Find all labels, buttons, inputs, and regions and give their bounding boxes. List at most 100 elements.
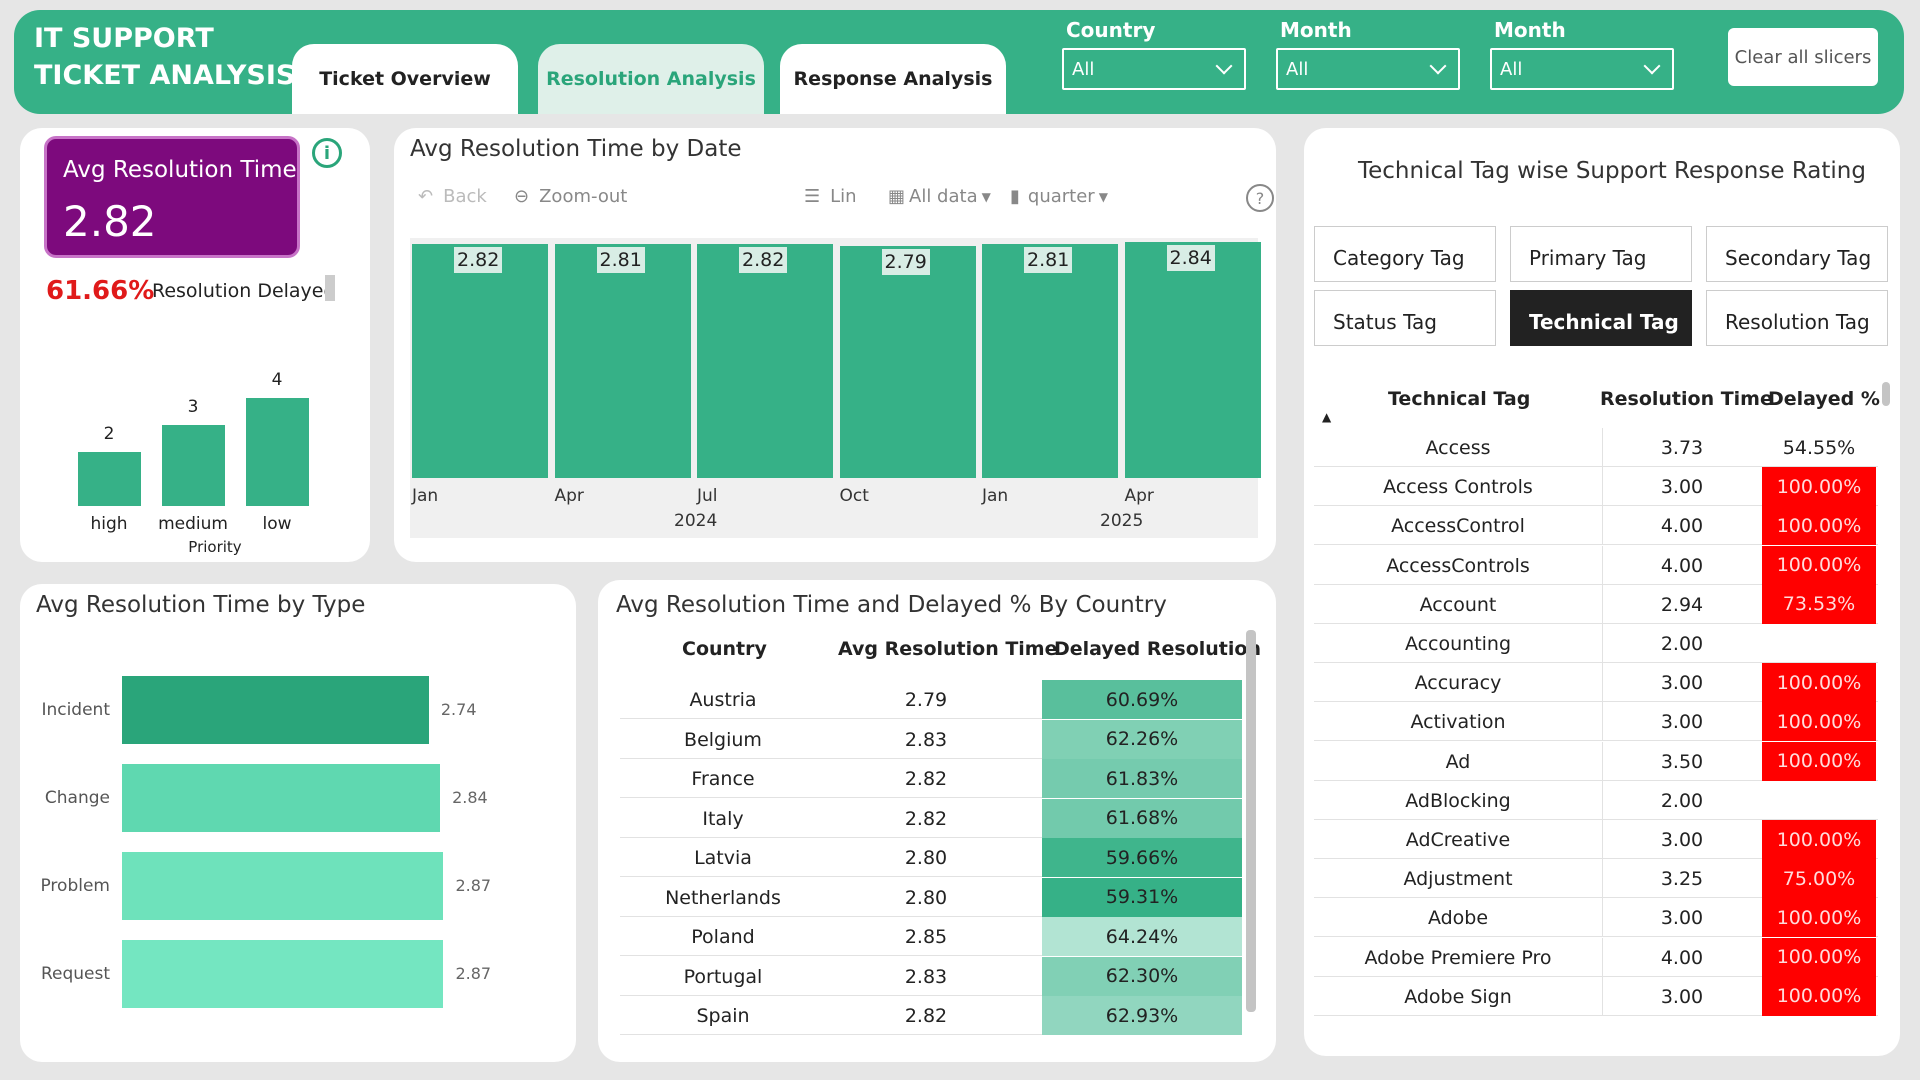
delayed-resolution-cell: 62.26% [1042, 719, 1242, 759]
delayed-pct-cell: 75.00% [1762, 859, 1876, 899]
avg-resolution-cell: 2.83 [904, 965, 948, 988]
country-table-scrollbar[interactable] [1246, 630, 1256, 1012]
table-row[interactable]: France 2.82 61.83% [620, 759, 1242, 798]
table-row[interactable]: AdCreative 3.00 100.00% [1314, 820, 1878, 859]
date-tick-label: Jan [982, 486, 1009, 506]
table-row[interactable]: AdBlocking 2.00 [1314, 780, 1878, 820]
table-row[interactable]: Latvia 2.80 59.66% [620, 838, 1242, 877]
table-row[interactable]: Adobe Premiere Pro 4.00 100.00% [1314, 937, 1878, 977]
table-row[interactable]: Access 3.73 54.55% [1314, 428, 1878, 467]
date-bar[interactable] [554, 244, 691, 478]
date-bar[interactable] [697, 243, 833, 478]
info-icon[interactable]: i [312, 138, 342, 168]
priority-bar[interactable] [246, 398, 309, 506]
sort-ascending-icon[interactable]: ▲ [1322, 410, 1332, 424]
col-header-avg-resolution[interactable]: Avg Resolution Time [838, 638, 1058, 660]
back-icon: ↶ [418, 186, 434, 207]
date-bar-value-label: 2.84 [1166, 245, 1215, 271]
delayed-pct-cell: 100.00% [1762, 898, 1876, 938]
column-divider [1602, 467, 1603, 507]
tab-response-analysis[interactable]: Response Analysis [780, 44, 1006, 114]
table-row[interactable]: Portugal 2.83 62.30% [620, 956, 1242, 996]
back-button[interactable]: ↶ Back [418, 186, 487, 207]
app-title-line1: IT SUPPORT [34, 23, 214, 54]
slicer-country-dropdown[interactable]: All [1062, 48, 1246, 90]
table-row[interactable]: Poland 2.85 64.24% [620, 917, 1242, 956]
country-cell: Austria [689, 689, 757, 711]
col-header-delayed-pct[interactable]: Delayed % [1768, 388, 1880, 410]
secondary-tag-button[interactable]: Secondary Tag [1706, 226, 1888, 282]
table-row[interactable]: Account 2.94 73.53% [1314, 584, 1878, 624]
category-tag-button[interactable]: Category Tag [1314, 226, 1496, 282]
column-divider [1602, 898, 1603, 938]
tag-table-scrollbar[interactable] [1882, 382, 1890, 406]
type-bar[interactable] [122, 852, 444, 920]
delayed-pct-cell: 100.00% [1762, 506, 1876, 546]
scale-button[interactable]: ☰ Lin [804, 186, 857, 207]
date-bar[interactable] [982, 244, 1118, 478]
country-cell: Poland [691, 926, 755, 948]
status-tag-button[interactable]: Status Tag [1314, 290, 1496, 346]
tab-ticket-overview[interactable]: Ticket Overview [292, 44, 518, 114]
type-bar[interactable] [122, 940, 444, 1008]
slicer-month-1-dropdown[interactable]: All [1276, 48, 1460, 90]
date-bar[interactable] [412, 243, 548, 478]
table-row[interactable]: Italy 2.82 61.68% [620, 798, 1242, 838]
table-row[interactable]: AccessControl 4.00 100.00% [1314, 506, 1878, 546]
table-row[interactable]: AccessControls 4.00 100.00% [1314, 545, 1878, 585]
table-row[interactable]: Accuracy 3.00 100.00% [1314, 663, 1878, 703]
delayed-pct-cell [1762, 781, 1876, 820]
country-cell: Italy [702, 807, 744, 830]
avg-resolution-cell: 2.85 [904, 926, 948, 948]
zoom-out-button[interactable]: ⊖ Zoom-out [514, 186, 627, 207]
priority-bar[interactable] [78, 452, 141, 506]
granularity-dropdown[interactable]: ▮ quarter ▼ [1010, 186, 1108, 207]
tab-resolution-analysis[interactable]: Resolution Analysis [538, 44, 764, 114]
type-value-label: 2.84 [452, 788, 488, 807]
caret-down-icon: ▼ [1098, 189, 1108, 204]
table-row[interactable]: Activation 3.00 100.00% [1314, 702, 1878, 742]
table-row[interactable]: Adobe Sign 3.00 100.00% [1314, 976, 1878, 1016]
slicer-country: Country All [1062, 18, 1246, 90]
table-row[interactable]: Belgium 2.83 62.26% [620, 719, 1242, 759]
table-row[interactable]: Accounting 2.00 [1314, 624, 1878, 663]
slicer-month-1: Month All [1276, 18, 1460, 90]
col-header-country[interactable]: Country [682, 638, 767, 660]
bar-chart-icon: ▮ [1010, 186, 1020, 207]
resolution-time-cell: 2.00 [1660, 789, 1704, 812]
primary-tag-button[interactable]: Primary Tag [1510, 226, 1692, 282]
column-divider [1602, 663, 1603, 703]
priority-bar[interactable] [162, 425, 225, 506]
col-header-resolution-time[interactable]: Resolution Time [1600, 388, 1773, 410]
range-dropdown[interactable]: ▦ All data ▼ [888, 186, 991, 207]
slicer-month-2-dropdown[interactable]: All [1490, 48, 1674, 90]
type-bar[interactable] [122, 676, 429, 744]
type-bar[interactable] [122, 764, 441, 832]
date-bar[interactable] [839, 246, 976, 478]
column-divider [1602, 506, 1603, 546]
table-row[interactable]: Ad 3.50 100.00% [1314, 741, 1878, 781]
avg-resolution-cell: 2.82 [904, 768, 948, 790]
date-bar-value-label: 2.79 [881, 249, 930, 276]
table-row[interactable]: Netherlands 2.80 59.31% [620, 877, 1242, 917]
table-row[interactable]: Access Controls 3.00 100.00% [1314, 467, 1878, 507]
col-header-technical-tag[interactable]: Technical Tag [1388, 388, 1531, 410]
country-cell: France [691, 768, 755, 790]
table-row[interactable]: Adjustment 3.25 75.00% [1314, 859, 1878, 899]
help-icon[interactable]: ? [1246, 184, 1274, 212]
technical-tag-cell: Ad [1445, 750, 1471, 773]
column-divider [1602, 937, 1603, 977]
delayed-pct-cell: 73.53% [1762, 584, 1876, 624]
table-row[interactable]: Austria 2.79 60.69% [620, 680, 1242, 719]
col-header-delayed-resolution[interactable]: Delayed Resolution [1054, 638, 1261, 660]
date-chart-title: Avg Resolution Time by Date [410, 136, 742, 162]
technical-tag-button[interactable]: Technical Tag [1510, 290, 1692, 346]
clear-slicers-button[interactable]: Clear all slicers [1728, 28, 1878, 86]
date-bar[interactable] [1124, 242, 1261, 478]
column-divider [1602, 780, 1603, 820]
type-chart-card: Avg Resolution Time by Type Incident 2.74… [20, 584, 576, 1062]
table-row[interactable]: Adobe 3.00 100.00% [1314, 898, 1878, 938]
resolution-time-cell: 4.00 [1660, 946, 1704, 969]
table-row[interactable]: Spain 2.82 62.93% [620, 996, 1242, 1035]
resolution-tag-button[interactable]: Resolution Tag [1706, 290, 1888, 346]
